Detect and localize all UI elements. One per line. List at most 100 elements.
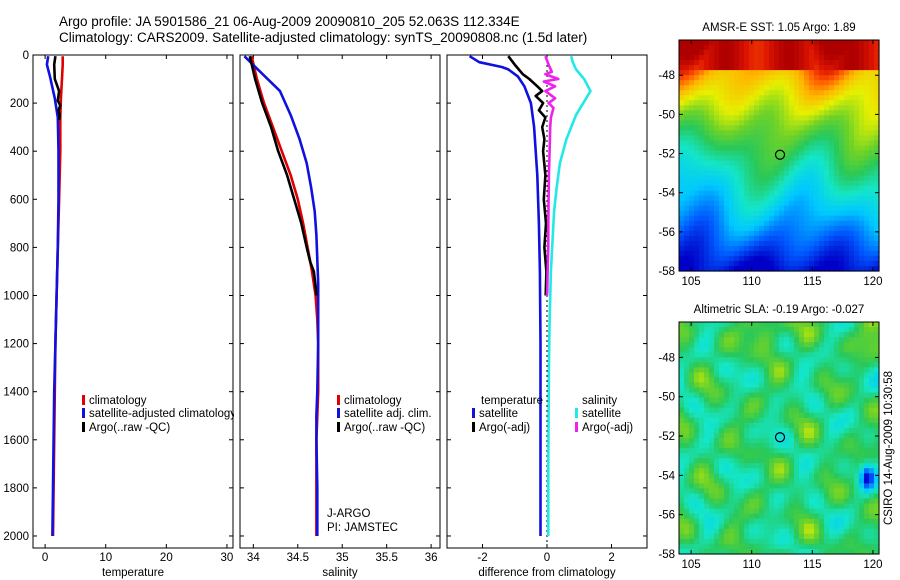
sst_map-cell bbox=[849, 235, 855, 242]
sla_map-cell bbox=[789, 488, 795, 495]
sst_map-cell bbox=[819, 75, 825, 81]
sst_map-cell bbox=[869, 175, 875, 182]
sla_map-cell bbox=[784, 548, 790, 555]
sst_map-cell bbox=[714, 180, 720, 187]
sst_map-cell bbox=[874, 170, 880, 177]
sla_map-cell bbox=[704, 322, 710, 328]
sla_map-cell bbox=[859, 362, 865, 368]
sst_map-cell bbox=[724, 145, 730, 152]
sla_map-cell bbox=[704, 468, 710, 474]
sla_map-cell bbox=[769, 337, 775, 343]
sst_map-cell bbox=[849, 150, 855, 157]
sla_map-cell bbox=[789, 372, 795, 379]
sla_map-cell bbox=[714, 417, 720, 424]
sst_map-cell bbox=[814, 220, 820, 227]
sst_map-cell bbox=[744, 50, 750, 56]
sst_map-cell bbox=[859, 180, 865, 187]
sst_map-cell bbox=[814, 235, 820, 242]
sla_map-cell bbox=[764, 402, 770, 409]
sla_map-cell bbox=[719, 458, 725, 464]
sst_map-cell bbox=[689, 95, 695, 101]
depth-tick-label: 1600 bbox=[3, 435, 29, 447]
sla_map-cell bbox=[829, 407, 835, 414]
sla_map-cell bbox=[749, 478, 755, 484]
sla_map-cell bbox=[679, 448, 685, 454]
sst_map-cell bbox=[684, 230, 690, 237]
sla_map-cell bbox=[779, 473, 785, 479]
sla_map-cell bbox=[854, 483, 860, 490]
sla_map-cell bbox=[829, 513, 835, 520]
sla_map-cell bbox=[759, 438, 765, 444]
sst_map-cell bbox=[719, 140, 725, 147]
sst_map-cell bbox=[729, 265, 735, 272]
sst_map-cell bbox=[679, 75, 685, 81]
sla_map-cell bbox=[804, 337, 810, 343]
sla_map-cell bbox=[744, 453, 750, 459]
sst_map-cell bbox=[744, 75, 750, 81]
sst_map-cell bbox=[754, 250, 760, 257]
sla_map-cell bbox=[689, 372, 695, 379]
sla_map-cell bbox=[744, 327, 750, 333]
sst_map-cell bbox=[824, 55, 830, 61]
sst_map-cell bbox=[689, 65, 695, 71]
sla_map-cell bbox=[699, 372, 705, 379]
sla_map-cell bbox=[724, 347, 730, 353]
sla_map-cell bbox=[699, 322, 705, 328]
sst_map-cell bbox=[764, 70, 770, 76]
sla_map-cell bbox=[819, 372, 825, 379]
sla_map-cell bbox=[749, 523, 755, 530]
sla_map-cell bbox=[834, 402, 840, 409]
sla_map-cell bbox=[714, 458, 720, 464]
sst_map-cell bbox=[809, 220, 815, 227]
sst_map-cell bbox=[774, 125, 780, 131]
sla_map-cell bbox=[824, 538, 830, 545]
sst_map-cell bbox=[699, 195, 705, 202]
sla_map-cell bbox=[719, 478, 725, 484]
sla_map-cell bbox=[804, 352, 810, 358]
sla_map-cell bbox=[719, 372, 725, 379]
sla_map-cell bbox=[724, 458, 730, 464]
sst_map-cell bbox=[769, 240, 775, 247]
sla_map-cell bbox=[789, 538, 795, 545]
sla_map-cell bbox=[779, 432, 785, 439]
sst_map-cell bbox=[694, 60, 700, 66]
sla_map-cell bbox=[779, 463, 785, 469]
sst_map-cell bbox=[774, 65, 780, 71]
sla_map-cell bbox=[839, 327, 845, 333]
sla_map-cell bbox=[834, 432, 840, 439]
sst_map-cell bbox=[749, 225, 755, 232]
sla_map-cell bbox=[789, 407, 795, 414]
sla_map-cell bbox=[679, 322, 685, 328]
sst_map-cell bbox=[779, 155, 785, 162]
sla_map-cell bbox=[819, 468, 825, 474]
sst_map-cell bbox=[769, 100, 775, 106]
sla_map-cell bbox=[804, 412, 810, 419]
sla_map-cell bbox=[829, 372, 835, 379]
sla_map-cell bbox=[784, 473, 790, 479]
sst_map-cell bbox=[859, 195, 865, 202]
sst_map-cell bbox=[679, 255, 685, 262]
sst_map-cell bbox=[744, 135, 750, 142]
sla_map-cell bbox=[784, 412, 790, 419]
sst_map-cell bbox=[859, 115, 865, 121]
sla_map-cell bbox=[814, 538, 820, 545]
sla_map-cell bbox=[754, 367, 760, 374]
sst_map-cell bbox=[824, 165, 830, 172]
sla_map-cell bbox=[864, 518, 870, 525]
sla_map-cell bbox=[689, 483, 695, 490]
sst_map-cell bbox=[764, 185, 770, 192]
sst_map-cell bbox=[709, 125, 715, 131]
sst_map-cell bbox=[704, 215, 710, 222]
sla_map-cell bbox=[744, 397, 750, 404]
sst_map-cell bbox=[844, 150, 850, 157]
sla_map-cell bbox=[684, 498, 690, 505]
sla_map-cell bbox=[854, 508, 860, 515]
sla_map-cell bbox=[804, 377, 810, 384]
sla_map-cell bbox=[869, 407, 875, 414]
sla_map-cell bbox=[704, 407, 710, 414]
sla_map-cell bbox=[709, 548, 715, 555]
sst_map-cell bbox=[739, 225, 745, 232]
sst_map-cell bbox=[794, 120, 800, 126]
sla_map-cell bbox=[679, 478, 685, 484]
sst_map-cell bbox=[784, 175, 790, 182]
